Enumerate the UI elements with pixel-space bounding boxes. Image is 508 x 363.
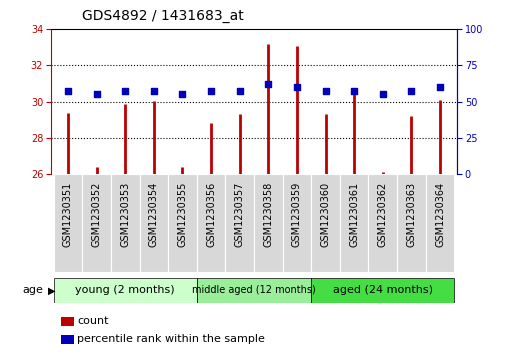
Text: GSM1230359: GSM1230359 — [292, 182, 302, 247]
Text: GSM1230352: GSM1230352 — [91, 182, 102, 248]
Text: ▶: ▶ — [48, 285, 56, 295]
Text: GSM1230356: GSM1230356 — [206, 182, 216, 247]
Bar — [368, 174, 397, 272]
Point — [264, 81, 272, 87]
Text: GSM1230362: GSM1230362 — [378, 182, 388, 247]
Point — [293, 84, 301, 90]
Text: GSM1230354: GSM1230354 — [149, 182, 159, 247]
Text: GSM1230363: GSM1230363 — [406, 182, 417, 247]
Point — [379, 91, 387, 97]
Bar — [197, 174, 226, 272]
Text: GSM1230364: GSM1230364 — [435, 182, 445, 247]
Text: age: age — [22, 285, 43, 295]
Bar — [426, 174, 454, 272]
Point — [178, 91, 186, 97]
Text: percentile rank within the sample: percentile rank within the sample — [77, 334, 265, 344]
Text: aged (24 months): aged (24 months) — [333, 285, 433, 295]
Bar — [82, 174, 111, 272]
Bar — [311, 174, 340, 272]
Point — [92, 91, 101, 97]
Bar — [111, 174, 140, 272]
Point — [64, 89, 72, 94]
Point — [121, 89, 129, 94]
Point — [150, 89, 158, 94]
Bar — [197, 278, 311, 303]
Point — [350, 89, 358, 94]
Text: middle aged (12 months): middle aged (12 months) — [192, 285, 316, 295]
Text: GSM1230360: GSM1230360 — [321, 182, 331, 247]
Text: GSM1230358: GSM1230358 — [263, 182, 273, 247]
Bar — [168, 174, 197, 272]
Bar — [397, 174, 426, 272]
Text: GSM1230351: GSM1230351 — [63, 182, 73, 247]
Point — [236, 89, 244, 94]
Bar — [54, 278, 197, 303]
Bar — [54, 174, 82, 272]
Bar — [340, 174, 368, 272]
Point — [407, 89, 416, 94]
Bar — [254, 174, 282, 272]
Bar — [311, 278, 454, 303]
Point — [322, 89, 330, 94]
Point — [207, 89, 215, 94]
Bar — [282, 174, 311, 272]
Text: GSM1230357: GSM1230357 — [235, 182, 245, 248]
Bar — [140, 174, 168, 272]
Bar — [226, 174, 254, 272]
Text: count: count — [77, 316, 109, 326]
Point — [436, 84, 444, 90]
Text: GSM1230361: GSM1230361 — [349, 182, 359, 247]
Text: GSM1230353: GSM1230353 — [120, 182, 130, 247]
Text: young (2 months): young (2 months) — [75, 285, 175, 295]
Text: GSM1230355: GSM1230355 — [177, 182, 187, 248]
Text: GDS4892 / 1431683_at: GDS4892 / 1431683_at — [82, 9, 243, 23]
